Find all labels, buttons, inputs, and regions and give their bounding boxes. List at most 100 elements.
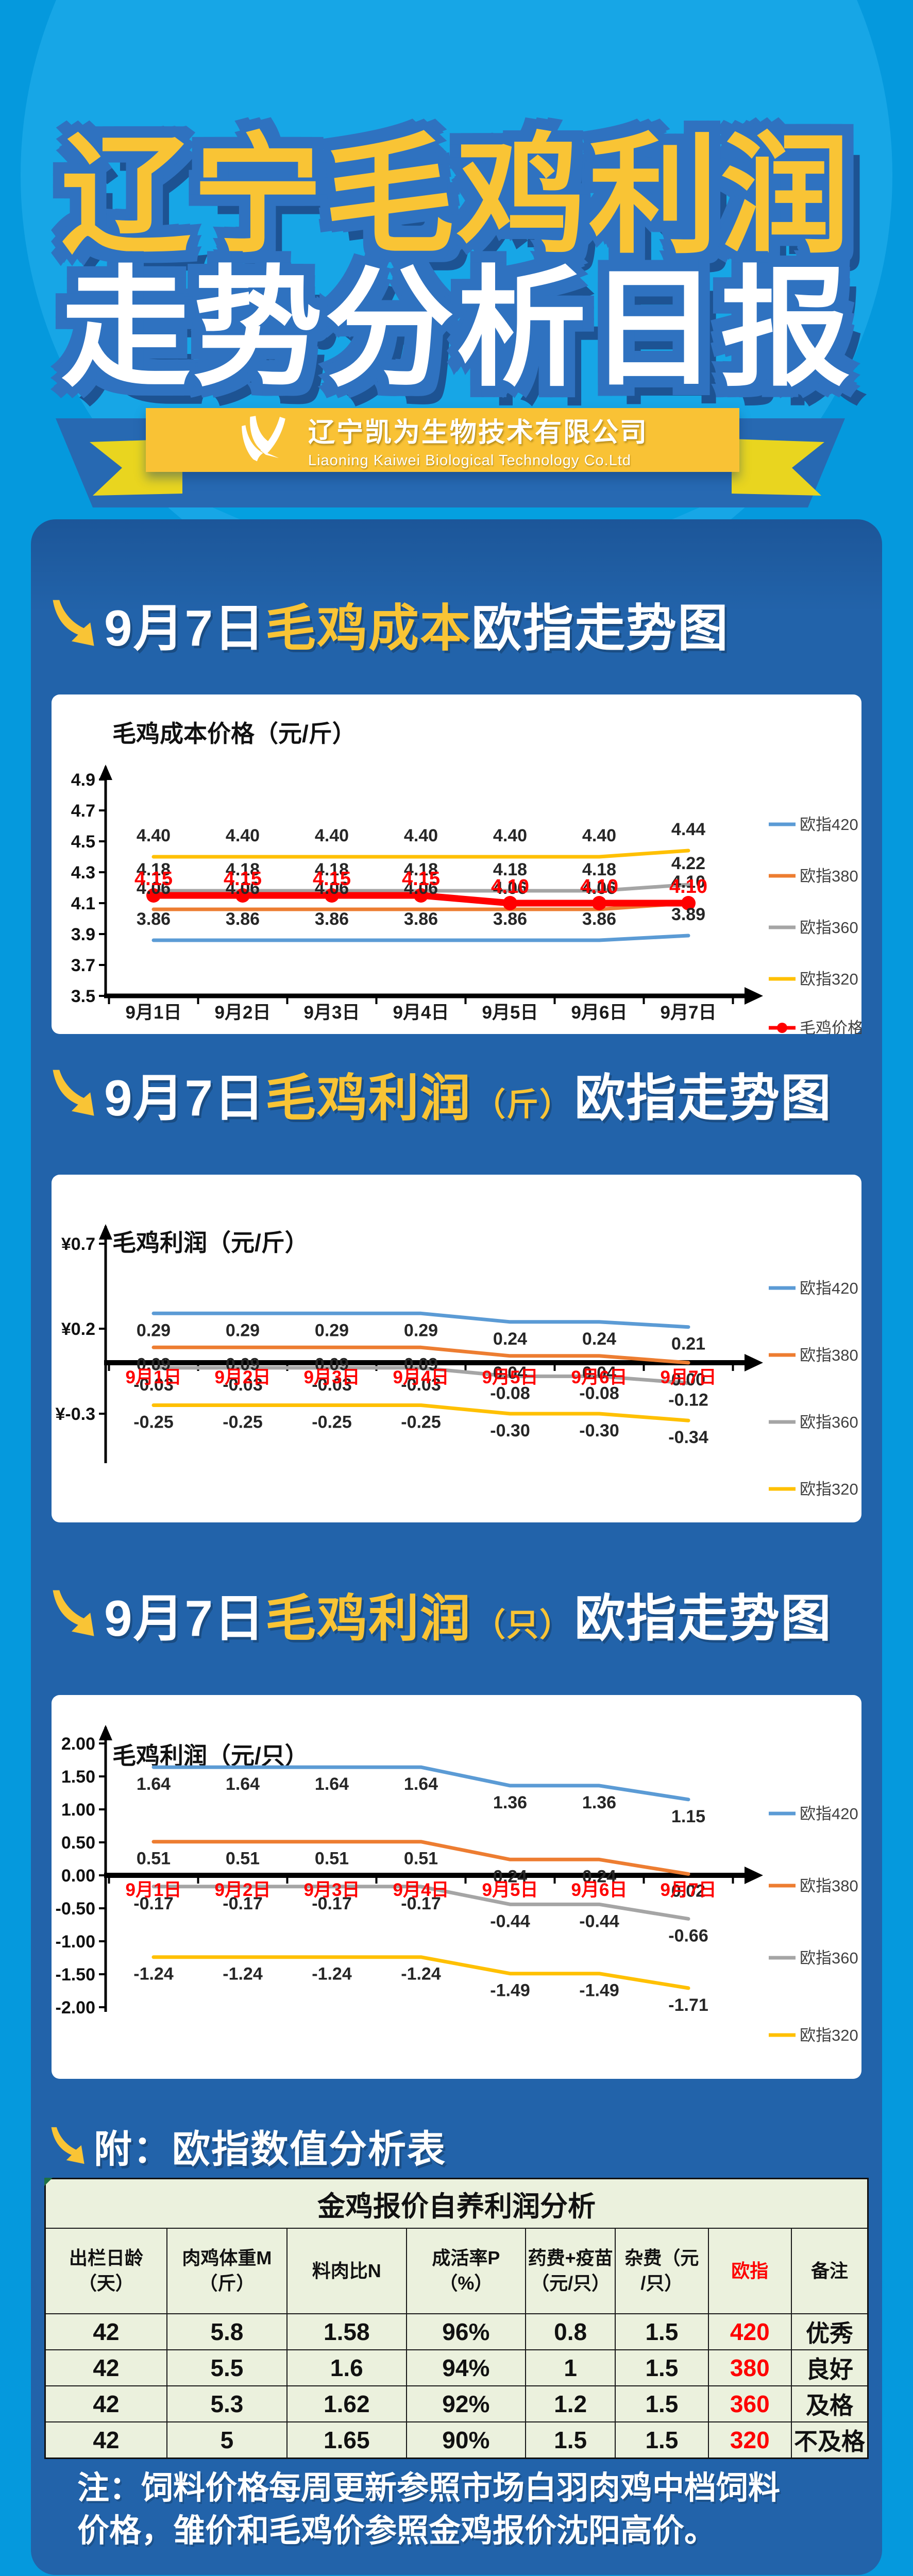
svg-text:-1.00: -1.00 — [56, 1932, 96, 1952]
svg-text:4.06: 4.06 — [137, 878, 171, 898]
table-cell: 1.5 — [525, 2421, 616, 2459]
svg-text:-1.24: -1.24 — [133, 1964, 174, 1984]
svg-text:3.86: 3.86 — [404, 909, 438, 929]
svg-text:-0.50: -0.50 — [56, 1899, 96, 1919]
svg-text:3.9: 3.9 — [71, 925, 95, 944]
svg-text:9月3日: 9月3日 — [304, 1003, 360, 1023]
section-title: 9月7日毛鸡利润（只）欧指走势图 — [104, 1578, 832, 1651]
page-title-line1: 辽宁毛鸡利润 — [60, 124, 852, 268]
svg-text:3.86: 3.86 — [493, 909, 527, 929]
svg-text:4.18: 4.18 — [315, 860, 349, 879]
svg-text:-1.49: -1.49 — [579, 1981, 619, 2001]
svg-text:-1.49: -1.49 — [490, 1981, 530, 2001]
svg-text:4.06: 4.06 — [582, 878, 616, 898]
svg-text:0.21: 0.21 — [671, 1334, 705, 1354]
svg-text:-0.17: -0.17 — [133, 1894, 174, 1913]
svg-text:3.7: 3.7 — [71, 956, 95, 975]
svg-text:9月7日: 9月7日 — [661, 1367, 717, 1387]
table-cell: 94% — [405, 2349, 527, 2386]
svg-text:0.51: 0.51 — [137, 1849, 171, 1869]
table-cell: 1.5 — [615, 2313, 709, 2350]
svg-text:4.18: 4.18 — [137, 860, 171, 879]
table-row: 42 5.5 1.6 94% 1 1.5 380 良好 — [44, 2349, 869, 2386]
page-title-line2: 走势分析日报 — [60, 257, 852, 401]
svg-text:9月2日: 9月2日 — [215, 1003, 271, 1023]
svg-text:4.10: 4.10 — [580, 876, 618, 897]
svg-text:欧指380: 欧指380 — [800, 1346, 858, 1364]
svg-text:-0.17: -0.17 — [312, 1894, 352, 1913]
table-header-cell: 药费+疫苗 （元/只） — [525, 2228, 616, 2314]
cost-line-chart: 毛鸡成本价格（元/斤） 4.9 4.7 4.5 4.3 4.1 3.9 3.7 3.5 3.86 3… — [71, 720, 861, 1034]
svg-text:9月6日: 9月6日 — [571, 1003, 628, 1023]
appendix-title: 附：欧指数值分析表 — [94, 2128, 446, 2171]
svg-text:4.40: 4.40 — [493, 826, 527, 845]
svg-text:9月4日: 9月4日 — [393, 1367, 449, 1387]
svg-text:-1.24: -1.24 — [401, 1964, 441, 1984]
svg-text:1.50: 1.50 — [61, 1767, 95, 1787]
table-row: 42 5.3 1.62 92% 1.2 1.5 360 及格 — [44, 2385, 869, 2422]
svg-text:4.40: 4.40 — [315, 826, 349, 845]
svg-text:4.10: 4.10 — [491, 876, 529, 897]
svg-text:0.02: 0.02 — [671, 1881, 705, 1901]
svg-text:-0.25: -0.25 — [133, 1413, 174, 1432]
analysis-table-wrap: 金鸡报价自养利润分析 出栏日龄 （天） 肉鸡体重M （斤） 料肉比N 成活率P （%）药… — [44, 2178, 869, 2459]
svg-text:0.29: 0.29 — [137, 1320, 171, 1340]
svg-text:0.51: 0.51 — [404, 1849, 438, 1869]
table-cell: 380 — [707, 2349, 792, 2386]
svg-text:-0.30: -0.30 — [490, 1421, 530, 1440]
svg-text:0.24: 0.24 — [582, 1329, 616, 1349]
section-title-date: 9月7日 — [104, 1070, 266, 1126]
svg-text:0.29: 0.29 — [226, 1320, 260, 1340]
arrow-down-right-icon — [53, 1070, 94, 1116]
svg-text:9月5日: 9月5日 — [482, 1367, 538, 1387]
arrow-down-right-icon — [53, 600, 94, 646]
svg-text:4.06: 4.06 — [404, 878, 438, 898]
svg-text:4.06: 4.06 — [226, 878, 260, 898]
svg-text:0.29: 0.29 — [404, 1320, 438, 1340]
svg-text:0.09: 0.09 — [315, 1354, 349, 1374]
section-header-profit-jin: 9月7日毛鸡利润（斤）欧指走势图 — [45, 1057, 832, 1130]
svg-text:4.3: 4.3 — [71, 863, 95, 883]
svg-text:4.18: 4.18 — [226, 860, 260, 879]
svg-text:4.15: 4.15 — [224, 868, 262, 890]
company-name-cn: 辽宁凯为生物技术有限公司 — [308, 418, 648, 448]
table-cell: 良好 — [790, 2349, 869, 2386]
table-cell: 1.58 — [286, 2313, 407, 2350]
table-header-cell: 料肉比N — [286, 2228, 407, 2314]
svg-text:毛鸡利润（元/斤）: 毛鸡利润（元/斤） — [112, 1229, 309, 1256]
table-cell: 5.3 — [166, 2385, 288, 2422]
svg-text:毛鸡成本价格（元/斤）: 毛鸡成本价格（元/斤） — [112, 720, 356, 747]
svg-text:9月5日: 9月5日 — [482, 1003, 538, 1023]
svg-text:毛鸡价格: 毛鸡价格 — [800, 1019, 861, 1034]
table-cell: 1.5 — [615, 2421, 709, 2459]
svg-text:-0.66: -0.66 — [668, 1926, 708, 1945]
svg-text:0.04: 0.04 — [582, 1363, 616, 1383]
svg-text:1.64: 1.64 — [404, 1774, 438, 1794]
svg-text:4.18: 4.18 — [493, 860, 527, 879]
chart-card-profit-bird: 毛鸡利润（元/只） 2.00 1.50 1.00 0.50 0.00 -0.50 -1.00 -… — [52, 1695, 861, 2079]
table-header-cell: 欧指 — [707, 2228, 792, 2314]
svg-text:4.1: 4.1 — [71, 894, 95, 913]
svg-text:9月1日: 9月1日 — [126, 1367, 182, 1387]
arrow-down-right-icon — [53, 1590, 94, 1636]
table-cell: 1.2 — [525, 2385, 616, 2422]
profit-bird-line-chart: 毛鸡利润（元/只） 2.00 1.50 1.00 0.50 0.00 -0.50 -1.00 -… — [56, 1725, 858, 2044]
svg-text:1.64: 1.64 — [137, 1774, 171, 1794]
table-cell: 1.65 — [286, 2421, 407, 2459]
page-title: 辽宁毛鸡利润 走势分析日报 — [0, 130, 913, 396]
table-cell: 优秀 — [790, 2313, 869, 2350]
svg-text:3.86: 3.86 — [315, 909, 349, 929]
svg-text:-0.44: -0.44 — [579, 1911, 619, 1931]
svg-text:¥0.7: ¥0.7 — [61, 1234, 95, 1254]
section-title-date: 9月7日 — [104, 600, 266, 656]
table-header-cell: 杂费（元 /只） — [615, 2228, 709, 2314]
svg-text:1.64: 1.64 — [315, 1774, 349, 1794]
svg-text:9月7日: 9月7日 — [661, 1880, 717, 1900]
section-title-unit: （斤） — [474, 1087, 573, 1123]
section-title: 9月7日毛鸡利润（斤）欧指走势图 — [104, 1057, 832, 1130]
svg-text:-0.25: -0.25 — [223, 1413, 263, 1432]
svg-text:4.40: 4.40 — [582, 826, 616, 845]
svg-text:9月1日: 9月1日 — [126, 1003, 182, 1023]
section-title-suffix: 欧指走势图 — [471, 600, 730, 656]
svg-text:4.06: 4.06 — [315, 878, 349, 898]
